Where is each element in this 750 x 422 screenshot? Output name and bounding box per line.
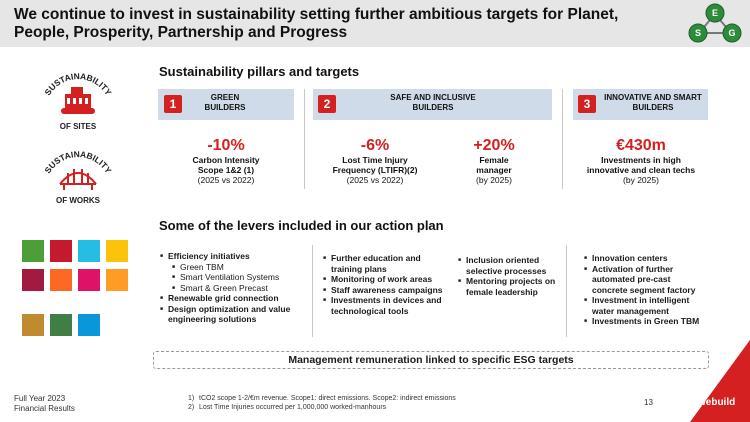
management-remuneration-banner: Management remuneration linked to specif…: [153, 351, 709, 369]
levers-innovative-list: Innovation centersActivation of further …: [584, 253, 708, 327]
esg-s-letter: S: [695, 28, 701, 38]
works-arc-text: SUSTAINABILITY: [42, 149, 113, 175]
footnote-2: 2) Lost Time Injuries occurred per 1,000,…: [188, 404, 387, 411]
sdg-goal-icon: [106, 269, 128, 291]
webuild-logo: webuild: [698, 397, 736, 408]
pillar-number: 1: [164, 95, 182, 113]
kpi-label: Investments in high innovative and clean…: [586, 155, 696, 175]
lever-item: Investment in intelligent water manageme…: [584, 295, 708, 316]
esg-e-letter: E: [712, 8, 718, 18]
kpi-label: Lost Time Injury Frequency (LTIFR)(2): [332, 155, 418, 175]
sdg-goal-icon: [50, 314, 72, 336]
kpi-ltifr: -6% Lost Time Injury Frequency (LTIFR)(2…: [320, 137, 430, 185]
sdg-goal-icon: [22, 314, 44, 336]
pillars-section-title: Sustainability pillars and targets: [159, 64, 360, 79]
kpi-value: +20%: [473, 137, 515, 154]
kpi-subtext: (2025 vs 2022): [346, 175, 404, 185]
sdg-goal-icon: [78, 314, 100, 336]
pillar-green-builders: 1 GREEN BUILDERS: [158, 89, 294, 120]
sdg-goal-icon: [78, 240, 100, 262]
lever-item: Investments in devices and technological…: [323, 295, 447, 316]
kpi-investments: €430m Investments in high innovative and…: [578, 137, 704, 185]
footer-line1: Full Year 2023: [14, 394, 66, 403]
sdg-goal-icon: [22, 269, 44, 291]
pillar-label: SAFE AND INCLUSIVE BUILDERS: [390, 93, 476, 112]
lever-item: Smart & Green Precast: [160, 283, 310, 294]
lever-item: Green TBM: [160, 262, 310, 273]
esg-logo: E S G: [688, 3, 742, 43]
lever-item: Smart Ventilation Systems: [160, 272, 310, 283]
footnote-1: 1) tCO2 scope 1-2/€m revenue. Scope1: dir…: [188, 395, 456, 402]
sites-caption: OF SITES: [60, 122, 97, 131]
footer-line2: Financial Results: [14, 403, 75, 413]
sustainability-of-works-badge: SUSTAINABILITY OF WORKS: [42, 149, 113, 205]
lever-item: Mentoring projects on female leadership: [458, 276, 558, 297]
sdg-goal-icon: [78, 269, 100, 291]
bridge-icon: [59, 169, 97, 190]
column-divider: [566, 245, 567, 337]
pillar-innovative-smart-builders: 3 INNOVATIVE AND SMART BUILDERS: [573, 89, 708, 120]
esg-g-letter: G: [728, 28, 735, 38]
kpi-subtext: (by 2025): [623, 175, 659, 185]
pillar-number: 3: [578, 95, 596, 113]
levers-green-list: Efficiency initiativesGreen TBMSmart Ven…: [160, 251, 310, 325]
lever-item: Staff awareness campaigns: [323, 285, 447, 296]
sdg-goal-icon: [106, 240, 128, 262]
lever-item: Further education and training plans: [323, 253, 447, 274]
lever-item: Activation of further automated pre-cast…: [584, 264, 708, 296]
footnotes: 1) tCO2 scope 1-2/€m revenue. Scope1: dir…: [188, 394, 456, 412]
pillar-label: GREEN BUILDERS: [204, 93, 246, 112]
lever-item: Design optimization and value engineerin…: [160, 304, 310, 325]
levers-inclusive-list: Inclusion oriented selective processesMe…: [458, 255, 558, 297]
levers-safe-list: Further education and training plansMoni…: [323, 253, 447, 316]
sdg-goal-icon: [50, 269, 72, 291]
sdg-goal-icon: [50, 240, 72, 262]
kpi-value: €430m: [616, 137, 666, 154]
kpi-female-manager: +20% Female manager (by 2025): [456, 137, 532, 185]
kpi-subtext: (by 2025): [476, 175, 512, 185]
column-divider: [304, 89, 305, 189]
kpi-value: -6%: [360, 137, 390, 154]
kpi-subtext: (2025 vs 2022): [197, 175, 255, 185]
pillar-label: INNOVATIVE AND SMART BUILDERS: [604, 93, 702, 112]
sustainability-of-sites-badge: SUSTAINABILITY OF SITES: [42, 71, 113, 131]
levers-section-title: Some of the levers included in our actio…: [159, 218, 444, 233]
page-title: We continue to invest in sustainability …: [14, 6, 619, 41]
lever-item: Renewable grid connection: [160, 293, 310, 304]
brand-corner-shape: [690, 340, 750, 422]
kpi-value: -10%: [207, 137, 245, 154]
lever-item: Efficiency initiatives: [160, 251, 310, 262]
sdg-goal-icon: [22, 240, 44, 262]
pillar-safe-inclusive-builders: 2 SAFE AND INCLUSIVE BUILDERS: [313, 89, 552, 120]
header-bar: [0, 0, 750, 47]
lever-item: Investments in Green TBM: [584, 316, 708, 327]
kpi-carbon-intensity: -10% Carbon Intensity Scope 1&2 (1) (202…: [170, 137, 282, 185]
lever-item: Monitoring of work areas: [323, 274, 447, 285]
column-divider: [312, 245, 313, 337]
construction-vehicle-icon: [61, 87, 95, 114]
lever-item: Inclusion oriented selective processes: [458, 255, 558, 276]
column-divider: [562, 89, 563, 189]
page-number: 13: [644, 398, 653, 407]
works-caption: OF WORKS: [56, 196, 101, 205]
kpi-label: Carbon Intensity Scope 1&2 (1): [192, 155, 260, 175]
footer-report-name: Full Year 2023 Financial Results: [14, 394, 75, 413]
pillar-number: 2: [318, 95, 336, 113]
lever-item: Innovation centers: [584, 253, 708, 264]
kpi-label: Female manager: [476, 155, 512, 175]
